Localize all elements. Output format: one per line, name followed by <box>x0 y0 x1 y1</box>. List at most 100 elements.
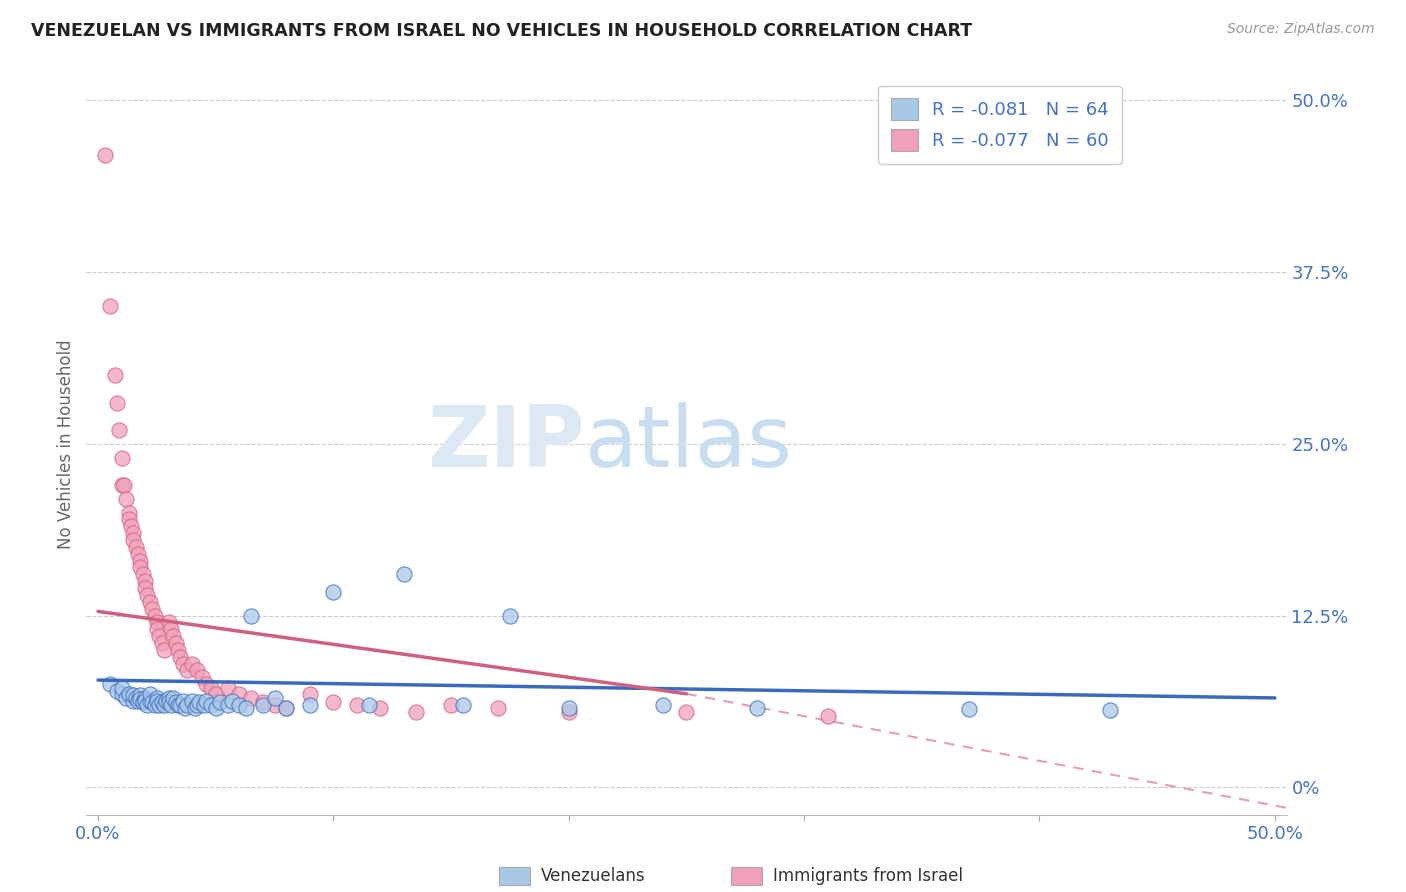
Point <box>181 694 204 708</box>
Point <box>392 567 415 582</box>
Point <box>167 698 190 712</box>
Point <box>157 690 180 705</box>
Point <box>558 700 581 714</box>
Point <box>146 694 169 708</box>
Point <box>122 526 145 541</box>
Point <box>105 395 128 409</box>
Point <box>322 695 344 709</box>
Point <box>132 695 155 709</box>
Point <box>129 553 152 567</box>
Point <box>181 657 204 671</box>
Point <box>150 695 173 709</box>
Point <box>190 670 212 684</box>
Point <box>176 698 198 712</box>
Point <box>217 681 239 696</box>
Point <box>204 687 226 701</box>
Point <box>108 423 131 437</box>
Point <box>115 491 138 506</box>
Point <box>186 664 208 678</box>
Point <box>240 608 263 623</box>
Point <box>110 681 132 696</box>
Point <box>141 601 163 615</box>
Point <box>172 657 194 671</box>
Point <box>174 700 197 714</box>
Text: Source: ZipAtlas.com: Source: ZipAtlas.com <box>1227 22 1375 37</box>
Point <box>129 688 152 702</box>
Point <box>129 560 152 574</box>
Point <box>322 585 344 599</box>
Point <box>675 705 697 719</box>
Point <box>186 698 208 712</box>
Point <box>136 588 159 602</box>
Point <box>110 450 132 465</box>
Point <box>125 540 148 554</box>
Point <box>153 698 176 712</box>
Point <box>167 643 190 657</box>
Point <box>134 694 156 708</box>
Point <box>165 636 187 650</box>
Point <box>183 700 205 714</box>
Point <box>357 698 380 712</box>
Point <box>132 567 155 582</box>
Point <box>110 478 132 492</box>
Point <box>141 695 163 709</box>
Point <box>486 700 509 714</box>
Point <box>160 622 183 636</box>
Point <box>148 629 170 643</box>
Point <box>139 595 162 609</box>
Point <box>440 698 463 712</box>
Point <box>195 677 218 691</box>
Point <box>153 643 176 657</box>
Point <box>146 615 169 630</box>
Point <box>115 690 138 705</box>
Point <box>118 506 141 520</box>
Point <box>276 700 298 714</box>
Point <box>298 698 321 712</box>
Point <box>118 512 141 526</box>
Point <box>558 705 581 719</box>
Point <box>125 690 148 705</box>
Point <box>188 695 211 709</box>
Point <box>276 700 298 714</box>
Point <box>118 687 141 701</box>
Text: Venezuelans: Venezuelans <box>541 867 645 885</box>
Point <box>499 608 522 623</box>
Point <box>263 690 285 705</box>
Point <box>139 687 162 701</box>
Text: atlas: atlas <box>585 402 793 485</box>
Point <box>200 681 222 696</box>
Point <box>169 649 191 664</box>
Text: Immigrants from Israel: Immigrants from Israel <box>773 867 963 885</box>
Point <box>228 698 250 712</box>
Legend: R = -0.081   N = 64, R = -0.077   N = 60: R = -0.081 N = 64, R = -0.077 N = 60 <box>879 86 1122 164</box>
Point <box>228 687 250 701</box>
Point <box>209 695 232 709</box>
Point <box>150 636 173 650</box>
Point <box>405 705 427 719</box>
Point <box>146 622 169 636</box>
Point <box>127 547 149 561</box>
Point <box>98 677 121 691</box>
Point <box>160 698 183 712</box>
Point <box>136 698 159 712</box>
Point <box>346 698 368 712</box>
Y-axis label: No Vehicles in Household: No Vehicles in Household <box>58 339 75 549</box>
Point <box>157 615 180 630</box>
Point <box>252 695 274 709</box>
Point <box>298 687 321 701</box>
Point <box>112 478 135 492</box>
Point <box>148 698 170 712</box>
Point <box>94 148 117 162</box>
Point <box>217 698 239 712</box>
Point <box>370 700 392 714</box>
Point <box>252 698 274 712</box>
Point <box>129 692 152 706</box>
Point <box>162 629 184 643</box>
Point <box>957 702 980 716</box>
Point <box>240 690 263 705</box>
Point <box>157 695 180 709</box>
Point <box>195 694 218 708</box>
Point <box>172 694 194 708</box>
Point <box>817 708 839 723</box>
Point <box>162 690 184 705</box>
